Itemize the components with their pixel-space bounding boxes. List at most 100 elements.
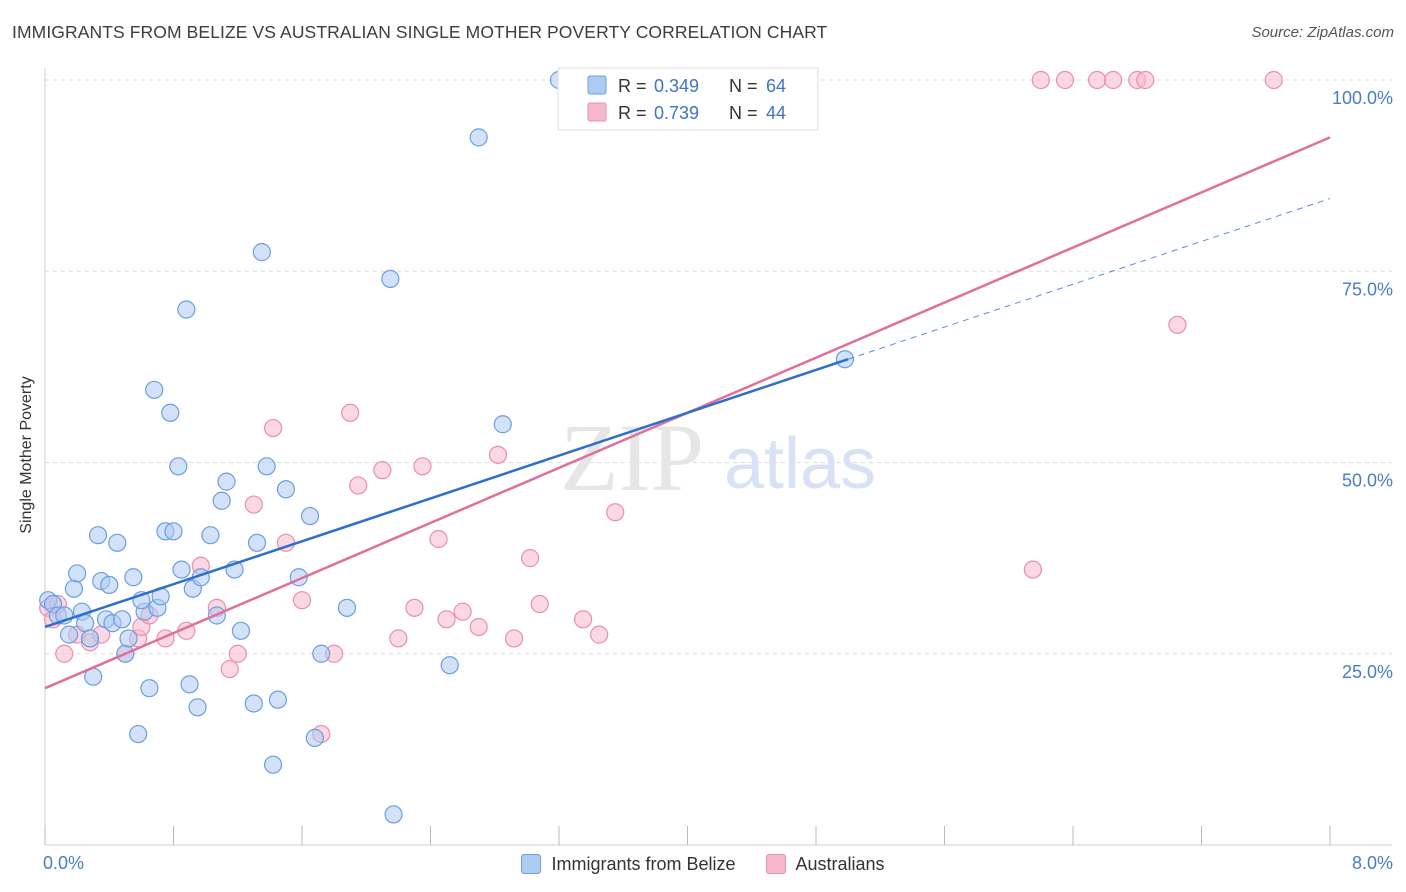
point-belize-21	[129, 724, 148, 744]
legend-label-australians: Australians	[795, 853, 885, 874]
point-belize-32	[177, 300, 196, 319]
point-belize-11	[88, 526, 108, 545]
point-belize-39	[212, 491, 231, 510]
watermark: ZIP atlas	[560, 404, 876, 511]
legend-swatch-belize	[587, 75, 607, 95]
legend-n-value-1: 64	[766, 76, 786, 96]
point-australians-23	[341, 403, 360, 422]
point-belize-4	[59, 625, 79, 644]
point-belize-40	[217, 472, 236, 491]
point-belize-20	[124, 568, 143, 587]
point-australians-31	[453, 602, 472, 621]
point-belize-31	[172, 560, 191, 579]
y-tick-label-1: 50.0%	[1342, 471, 1393, 491]
x-tick-label-start: 0.0%	[43, 853, 84, 873]
legend-top: R = 0.349 N = 64 R = 0.739 N = 44	[557, 67, 819, 131]
point-australians-47	[1168, 315, 1187, 334]
point-belize-29	[164, 522, 183, 541]
legend-item-australians: Australians	[765, 852, 885, 876]
point-australians-44	[1104, 70, 1123, 90]
point-belize-33	[180, 675, 199, 694]
legend-n-label-2: N =	[729, 103, 758, 123]
point-australians-36	[530, 594, 549, 614]
point-belize-5	[64, 579, 84, 598]
point-belize-42	[231, 621, 251, 640]
point-belize-49	[276, 480, 296, 499]
point-australians-28	[413, 457, 432, 476]
point-australians-33	[488, 445, 508, 464]
point-belize-55	[381, 269, 400, 288]
point-australians-39	[606, 503, 625, 522]
point-australians-37	[573, 610, 593, 629]
legend-item-belize: Immigrants from Belize	[521, 852, 736, 876]
legend-swatch-australians	[587, 102, 607, 122]
point-belize-53	[312, 644, 331, 663]
point-belize-48	[268, 690, 288, 709]
chart-title: IMMIGRANTS FROM BELIZE VS AUSTRALIAN SIN…	[12, 22, 828, 42]
point-belize-19	[119, 629, 138, 648]
point-australians-35	[520, 549, 540, 568]
point-australians-27	[405, 598, 424, 617]
y-tick-label-2: 75.0%	[1342, 279, 1393, 299]
point-belize-30	[169, 457, 188, 476]
point-australians-30	[437, 610, 456, 629]
point-belize-9	[80, 629, 100, 648]
point-belize-24	[145, 380, 164, 399]
point-belize-47	[263, 755, 283, 774]
point-australians-20	[292, 591, 312, 610]
point-belize-37	[201, 526, 220, 545]
point-australians-48	[1264, 70, 1283, 90]
trend-line-belize-extension	[847, 198, 1331, 360]
point-australians-17	[244, 495, 263, 514]
point-belize-6	[68, 564, 87, 583]
y-tick-label-3: 100.0%	[1332, 88, 1393, 108]
point-belize-59	[493, 415, 512, 434]
trend-line-belize	[44, 358, 849, 629]
point-belize-46	[257, 457, 276, 476]
point-belize-52	[305, 728, 324, 748]
source-credit: Source: ZipAtlas.com	[1251, 24, 1394, 41]
point-belize-51	[300, 506, 320, 526]
point-australians-3	[55, 644, 74, 663]
point-australians-41	[1031, 70, 1050, 90]
point-australians-18	[263, 418, 283, 438]
point-australians-15	[220, 659, 239, 679]
point-australians-24	[349, 476, 368, 495]
point-australians-34	[504, 629, 524, 648]
point-belize-16	[108, 533, 127, 552]
point-australians-25	[373, 461, 392, 480]
tick-labels: 25.0% 50.0% 75.0% 100.0% 0.0% 8.0%	[43, 88, 1393, 873]
legend-r-label-1: R =	[618, 76, 647, 96]
point-belize-8	[76, 614, 95, 633]
point-belize-28	[161, 403, 180, 422]
point-belize-44	[247, 533, 267, 552]
axes	[44, 68, 1392, 846]
legend-r-label-2: R =	[618, 103, 647, 123]
legend-r-value-2: 0.739	[654, 103, 699, 123]
legend-n-value-2: 44	[766, 103, 786, 123]
point-belize-56	[384, 805, 403, 824]
point-belize-58	[469, 128, 488, 147]
point-belize-14	[100, 575, 119, 595]
point-belize-35	[188, 698, 207, 717]
trend-lines	[44, 136, 1331, 690]
gridlines	[45, 79, 1392, 655]
point-belize-17	[112, 610, 132, 629]
point-australians-46	[1136, 70, 1155, 90]
point-australians-32	[469, 617, 488, 637]
legend-r-value-1: 0.349	[654, 76, 699, 96]
point-australians-38	[590, 625, 609, 644]
point-belize-57	[440, 656, 459, 675]
watermark-atlas: atlas	[724, 424, 876, 504]
legend-bottom-swatch-belize	[521, 854, 542, 874]
point-australians-43	[1087, 70, 1107, 90]
legend-n-label-1: N =	[729, 76, 758, 96]
legend-bottom: Immigrants from Belize Australians	[0, 852, 1406, 876]
y-tick-label-0: 25.0%	[1342, 662, 1393, 682]
point-belize-23	[140, 679, 159, 698]
x-tick-label-end: 8.0%	[1352, 853, 1393, 873]
point-australians-29	[429, 529, 448, 549]
point-belize-43	[244, 694, 263, 713]
point-belize-45	[252, 243, 271, 262]
legend-bottom-swatch-australians	[765, 854, 786, 874]
